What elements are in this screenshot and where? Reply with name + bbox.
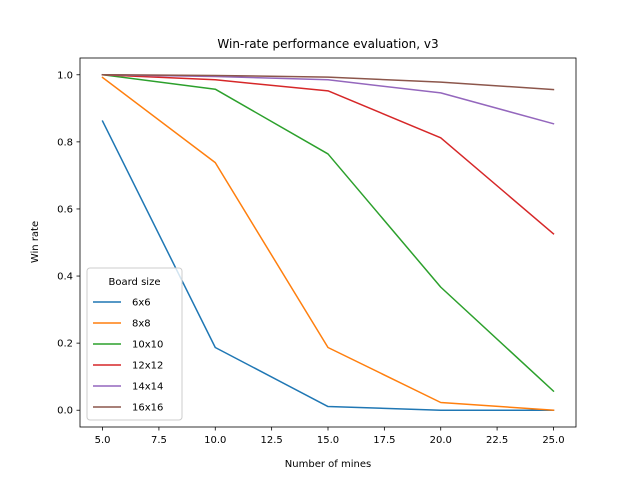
x-tick-label: 25.0 xyxy=(542,435,564,446)
x-tick-label: 7.5 xyxy=(151,435,167,446)
x-tick-label: 22.5 xyxy=(486,435,508,446)
legend-label-6x6: 6x6 xyxy=(132,298,151,309)
legend-label-10x10: 10x10 xyxy=(132,340,163,351)
y-axis-label: Win rate xyxy=(30,221,41,263)
y-tick-label: 0.2 xyxy=(57,339,73,350)
y-tick-label: 0.6 xyxy=(57,204,73,215)
legend-label-14x14: 14x14 xyxy=(132,382,163,393)
legend-label-8x8: 8x8 xyxy=(132,319,151,330)
x-tick-label: 10.0 xyxy=(204,435,226,446)
y-tick-label: 0.8 xyxy=(57,137,73,148)
legend-label-16x16: 16x16 xyxy=(132,403,163,414)
x-axis-label: Number of mines xyxy=(285,459,371,470)
y-tick-label: 1.0 xyxy=(57,70,73,81)
legend-label-12x12: 12x12 xyxy=(132,361,163,372)
x-tick-label: 20.0 xyxy=(430,435,452,446)
x-tick-label: 12.5 xyxy=(261,435,283,446)
x-tick-label: 5.0 xyxy=(95,435,111,446)
chart-title: Win-rate performance evaluation, v3 xyxy=(217,37,438,51)
y-tick-label: 0.0 xyxy=(57,406,73,417)
y-tick-label: 0.4 xyxy=(57,272,73,283)
x-tick-label: 15.0 xyxy=(317,435,339,446)
x-tick-label: 17.5 xyxy=(373,435,395,446)
legend-title: Board size xyxy=(109,277,161,288)
legend: Board size 6x6 8x8 10x10 12x12 14x14 16x16 xyxy=(87,268,182,420)
